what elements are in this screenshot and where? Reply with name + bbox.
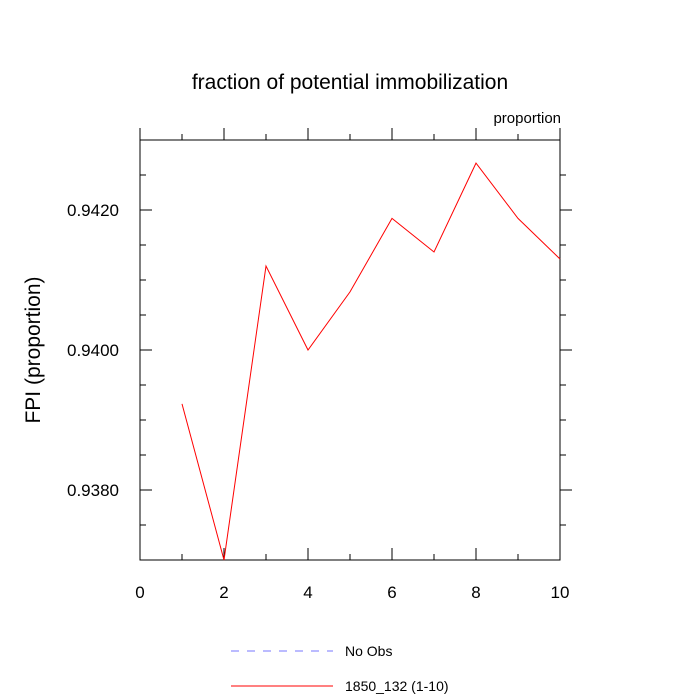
y-tick-label: 0.9420 bbox=[67, 201, 119, 220]
chart-title: fraction of potential immobilization bbox=[192, 71, 508, 94]
x-tick-label: 2 bbox=[219, 583, 228, 602]
x-tick-label: 0 bbox=[135, 583, 144, 602]
legend-label: No Obs bbox=[345, 643, 392, 659]
x-tick-label: 10 bbox=[551, 583, 570, 602]
legend-label: 1850_132 (1-10) bbox=[345, 678, 449, 694]
series-line bbox=[181, 162, 561, 561]
y-tick-label: 0.9400 bbox=[67, 341, 119, 360]
x-tick-label: 4 bbox=[303, 583, 312, 602]
x-tick-label: 8 bbox=[471, 583, 480, 602]
plot-frame bbox=[139, 139, 561, 561]
units-label: proportion bbox=[493, 110, 561, 127]
x-tick-label: 6 bbox=[387, 583, 396, 602]
legend: No Obs 1850_132 (1-10) bbox=[231, 643, 449, 694]
axis-ticks bbox=[139, 128, 572, 560]
y-tick-label: 0.9380 bbox=[67, 481, 119, 500]
y-axis-label: FPI (proportion) bbox=[22, 276, 45, 423]
series-layer bbox=[181, 162, 561, 561]
tick-labels: 0 2 4 6 8 10 0.9380 0.9400 0.9420 bbox=[67, 201, 569, 602]
